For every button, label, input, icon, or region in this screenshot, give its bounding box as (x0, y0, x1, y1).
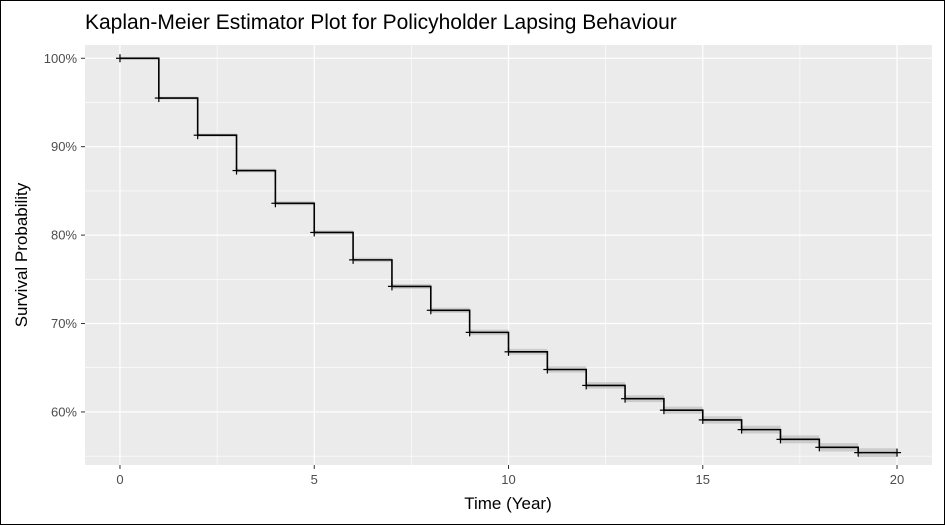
confidence-band (119, 56, 898, 457)
censor-mark (893, 448, 902, 457)
censor-mark (310, 228, 319, 237)
censor-mark (776, 435, 785, 444)
censor-mark (543, 365, 552, 374)
chart-title: Kaplan-Meier Estimator Plot for Policyho… (85, 11, 677, 34)
censor-mark (815, 443, 824, 452)
x-tick-label: 5 (311, 472, 318, 487)
censor-mark (698, 415, 707, 424)
censor-mark (154, 94, 163, 103)
major-gridlines (85, 45, 932, 465)
censor-mark (582, 381, 591, 390)
y-axis: 60% 70% 80% 90% 100% (44, 51, 85, 419)
x-tick-label: 10 (501, 472, 515, 487)
censor-mark (621, 394, 630, 403)
censor-mark (465, 328, 474, 337)
y-axis-title: Survival Probability (12, 182, 31, 327)
x-tick-label: 20 (890, 472, 904, 487)
censor-mark (659, 406, 668, 415)
censor-mark (737, 425, 746, 434)
x-tick-label: 15 (696, 472, 710, 487)
y-tick-label: 80% (51, 228, 77, 243)
censor-mark (271, 199, 280, 208)
censor-mark (426, 306, 435, 315)
censor-mark (349, 255, 358, 264)
censor-mark (387, 282, 396, 291)
y-tick-label: 60% (51, 404, 77, 419)
censor-mark (504, 347, 513, 356)
censor-mark (854, 448, 863, 457)
censor-mark (193, 131, 202, 140)
y-tick-label: 90% (51, 139, 77, 154)
x-tick-label: 0 (116, 472, 123, 487)
x-axis-title: Time (Year) (464, 494, 552, 513)
y-tick-label: 100% (44, 51, 78, 66)
y-tick-label: 70% (51, 316, 77, 331)
x-axis: 0 5 10 15 20 (116, 465, 904, 487)
survival-step-line (119, 57, 898, 454)
censor-marks (115, 54, 902, 457)
censor-mark (232, 166, 241, 175)
censor-mark (115, 54, 124, 63)
survival-curve (119, 57, 898, 454)
confidence-band-area (119, 56, 898, 457)
